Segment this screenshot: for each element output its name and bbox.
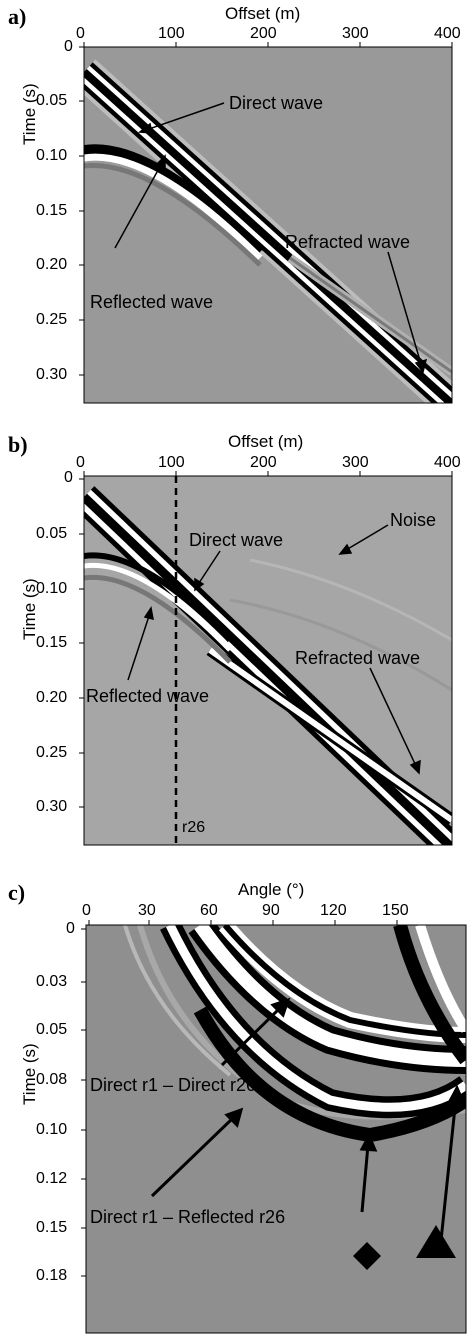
- x-tick: 300: [342, 454, 369, 471]
- annotation-r26: r26: [182, 819, 206, 836]
- y-tick: 0.10: [36, 147, 68, 164]
- y-tick: 0.05: [36, 525, 68, 542]
- x-tick: 0: [76, 25, 85, 42]
- y-tick: 0.20: [36, 689, 68, 706]
- annotation-reflected-wave: Reflected wave: [90, 292, 214, 312]
- diamond-marker: [353, 1242, 381, 1270]
- seismic-section-a: [79, 42, 453, 404]
- x-tick: 0: [82, 902, 91, 919]
- y-tick: 0: [66, 920, 75, 937]
- x-tick: 60: [200, 902, 218, 919]
- x-tick: 150: [382, 902, 409, 919]
- y-tick: 0: [64, 38, 73, 55]
- annotation-refracted-wave: Refracted wave: [285, 232, 411, 252]
- x-tick: 400: [434, 454, 461, 471]
- annotation-noise: Noise: [390, 510, 437, 530]
- annotation-reflected-wave: Reflected wave: [86, 686, 210, 706]
- x-tick: 90: [262, 902, 280, 919]
- y-tick: 0.05: [36, 1021, 68, 1038]
- y-tick: 0.10: [36, 1121, 68, 1138]
- y-tick: 0.08: [36, 1071, 68, 1088]
- y-tick: 0.30: [36, 366, 68, 383]
- y-tick: 0.15: [36, 202, 68, 219]
- panel-letter: a): [8, 4, 27, 29]
- x-axis-title: Offset (m): [225, 4, 301, 23]
- panel-letter: c): [8, 880, 26, 905]
- x-tick: 120: [320, 902, 347, 919]
- x-tick: 400: [434, 25, 461, 42]
- y-tick: 0: [64, 469, 73, 486]
- y-tick: 0.25: [36, 744, 68, 761]
- x-tick: 200: [250, 454, 277, 471]
- y-tick: 0.03: [36, 973, 68, 990]
- y-tick: 0.20: [36, 256, 68, 273]
- annotation-direct-wave: Direct wave: [189, 530, 284, 550]
- y-tick: 0.12: [36, 1170, 68, 1187]
- x-axis-title: Offset (m): [228, 432, 304, 451]
- seismic-section-b: [79, 471, 453, 846]
- annotation-direct-wave: Direct wave: [229, 93, 324, 113]
- x-tick: 100: [158, 25, 185, 42]
- x-axis-title: Angle (°): [238, 880, 305, 899]
- annotation-refracted-wave: Refracted wave: [295, 648, 421, 668]
- triangle-marker: [416, 1225, 456, 1258]
- x-tick: 200: [250, 25, 277, 42]
- y-tick: 0.10: [36, 580, 68, 597]
- panel-letter: b): [8, 432, 28, 457]
- y-tick: 0.25: [36, 311, 68, 328]
- y-tick: 0.15: [36, 1219, 68, 1236]
- x-tick: 0: [76, 454, 85, 471]
- annotation-direct-direct: Direct r1 – Direct r26: [90, 1075, 257, 1095]
- y-tick: 0.18: [36, 1267, 68, 1284]
- x-tick: 30: [138, 902, 156, 919]
- y-tick: 0.15: [36, 634, 68, 651]
- y-tick: 0.05: [36, 92, 68, 109]
- x-tick: 100: [158, 454, 185, 471]
- y-tick: 0.30: [36, 798, 68, 815]
- x-tick: 300: [342, 25, 369, 42]
- annotation-direct-reflected: Direct r1 – Reflected r26: [90, 1207, 286, 1227]
